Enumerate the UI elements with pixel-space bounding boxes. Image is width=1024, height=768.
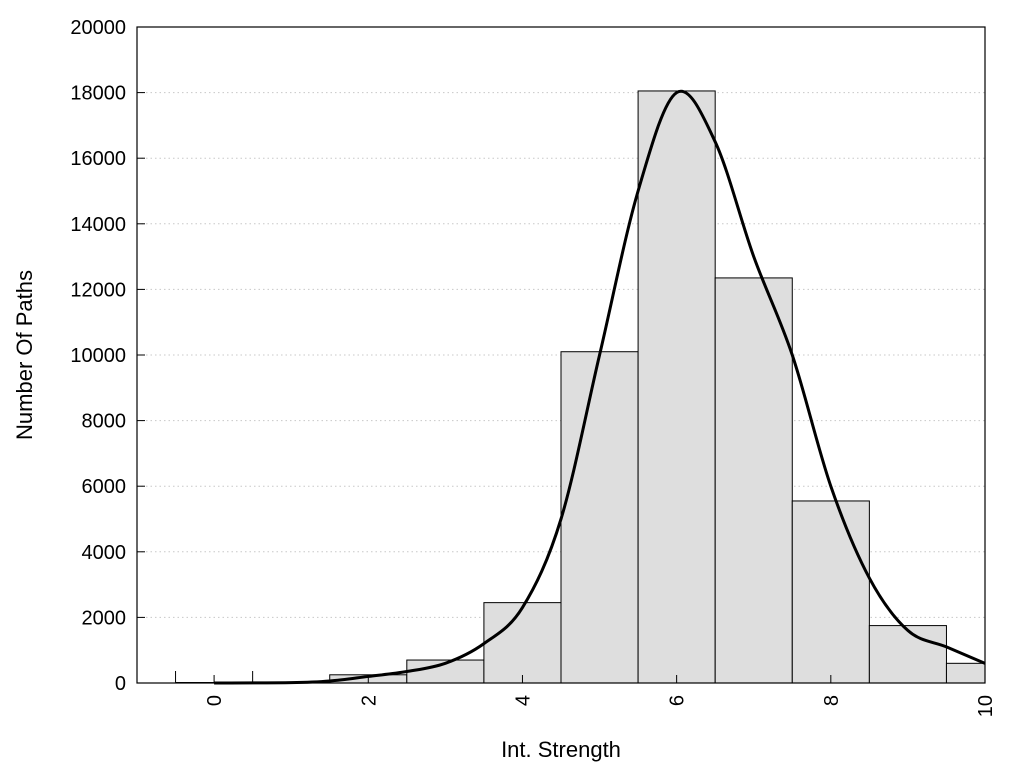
y-tick-label: 20000 — [70, 17, 126, 39]
x-tick-label: 6 — [667, 695, 689, 706]
fit-curve-layer — [214, 89, 986, 685]
x-tick-label: 2 — [358, 695, 380, 706]
y-tick-label: 12000 — [70, 279, 126, 301]
x-tick-label: 8 — [821, 695, 843, 706]
y-axis-label: Number Of Paths — [12, 270, 37, 440]
histogram-bar — [791, 500, 870, 684]
x-tick-label: 4 — [512, 695, 534, 706]
y-tick-label: 4000 — [82, 542, 127, 564]
y-tick-label: 0 — [115, 673, 126, 695]
histogram-bar — [945, 662, 986, 684]
y-tick-label: 10000 — [70, 345, 126, 367]
y-tick-label: 8000 — [82, 411, 127, 433]
x-tick-label: 10 — [975, 695, 997, 717]
x-axis-ticks: 0 2 4 6 8 10 — [204, 675, 997, 717]
x-tick-label: 0 — [204, 695, 226, 706]
histogram-bar — [483, 602, 562, 684]
x-axis-label: Int. Strength — [501, 737, 621, 762]
histogram-bar — [637, 90, 716, 684]
y-tick-label: 18000 — [70, 83, 126, 105]
histogram-bar — [868, 625, 947, 684]
y-tick-label: 14000 — [70, 214, 126, 236]
y-tick-label: 6000 — [82, 476, 127, 498]
y-axis-ticks: 0 2000 4000 6000 8000 10000 12000 14000 16000 180… — [70, 17, 145, 695]
y-tick-label: 2000 — [82, 607, 127, 629]
bars — [175, 90, 986, 684]
histogram-bar — [560, 351, 639, 684]
fit-curve — [214, 89, 986, 685]
histogram-bar — [714, 277, 793, 684]
y-tick-label: 16000 — [70, 148, 126, 170]
